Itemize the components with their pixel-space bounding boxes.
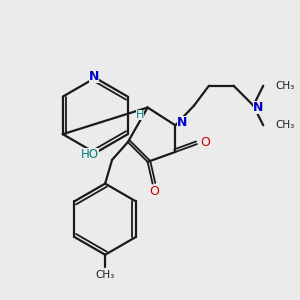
- Text: N: N: [253, 101, 263, 114]
- Text: CH₃: CH₃: [275, 81, 294, 91]
- Text: HO: HO: [81, 148, 99, 161]
- Text: O: O: [200, 136, 210, 148]
- Text: H: H: [136, 110, 144, 120]
- Text: CH₃: CH₃: [275, 120, 294, 130]
- Text: CH₃: CH₃: [95, 269, 115, 280]
- Text: N: N: [177, 116, 188, 129]
- Text: N: N: [89, 70, 100, 83]
- Text: O: O: [150, 185, 160, 198]
